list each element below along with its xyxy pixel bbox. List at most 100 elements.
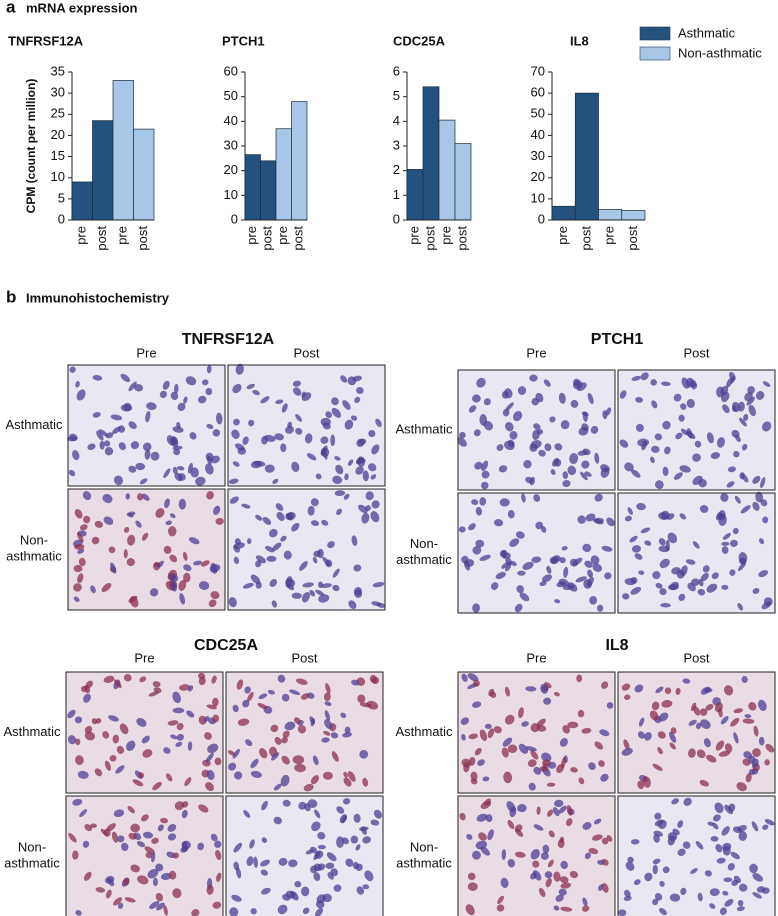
nucleus bbox=[696, 749, 706, 759]
nucleus bbox=[496, 444, 504, 452]
nucleus bbox=[500, 877, 509, 889]
nucleus bbox=[365, 491, 374, 501]
nucleus bbox=[116, 745, 125, 754]
nucleus bbox=[730, 851, 740, 860]
nucleus bbox=[504, 563, 512, 572]
nucleus bbox=[724, 898, 734, 907]
nucleus bbox=[318, 594, 330, 603]
nucleus bbox=[554, 599, 561, 604]
nucleus bbox=[324, 710, 331, 721]
nucleus bbox=[155, 863, 164, 872]
column-label: Post bbox=[293, 345, 319, 360]
nucleus bbox=[313, 872, 321, 882]
nucleus bbox=[525, 746, 537, 752]
nucleus bbox=[232, 383, 242, 394]
nucleus bbox=[600, 467, 610, 478]
nucleus bbox=[135, 462, 146, 471]
nucleus bbox=[108, 715, 119, 722]
nucleus bbox=[233, 842, 243, 853]
nucleus bbox=[261, 800, 268, 811]
nucleus bbox=[335, 464, 344, 475]
y-tick-label: 0 bbox=[58, 211, 65, 226]
column-label: Pre bbox=[526, 345, 546, 360]
nucleus bbox=[141, 735, 150, 744]
nucleus bbox=[79, 524, 88, 531]
nucleus bbox=[75, 738, 81, 746]
nucleus bbox=[495, 571, 506, 580]
bar bbox=[574, 92, 599, 221]
nucleus bbox=[207, 743, 219, 754]
nucleus bbox=[345, 858, 354, 867]
nucleus bbox=[654, 893, 663, 901]
x-tick-label: pre bbox=[115, 226, 130, 245]
nucleus bbox=[752, 475, 761, 484]
nucleus bbox=[503, 552, 511, 559]
nucleus bbox=[281, 693, 290, 702]
nucleus bbox=[185, 376, 197, 386]
nucleus bbox=[509, 538, 520, 547]
nucleus bbox=[533, 494, 541, 502]
nucleus bbox=[475, 539, 485, 548]
nucleus bbox=[733, 732, 739, 744]
nucleus bbox=[139, 676, 147, 683]
nucleus bbox=[253, 460, 266, 467]
nucleus bbox=[592, 834, 603, 841]
nucleus bbox=[712, 814, 721, 822]
nucleus bbox=[315, 900, 325, 909]
nucleus bbox=[298, 801, 307, 810]
nucleus bbox=[758, 699, 767, 711]
nucleus bbox=[694, 440, 702, 448]
nucleus bbox=[167, 720, 179, 726]
nucleus bbox=[128, 595, 138, 603]
nucleus bbox=[113, 475, 123, 486]
nucleus bbox=[210, 591, 220, 600]
block-title: CDC25A bbox=[194, 637, 258, 654]
nucleus bbox=[618, 909, 627, 916]
nucleus bbox=[124, 897, 136, 903]
nucleus bbox=[588, 762, 596, 770]
nucleus bbox=[163, 905, 168, 916]
nucleus bbox=[606, 702, 614, 709]
nucleus bbox=[741, 675, 748, 683]
nucleus bbox=[187, 685, 194, 692]
nucleus bbox=[468, 405, 477, 413]
nucleus bbox=[153, 877, 158, 887]
nucleus bbox=[572, 380, 583, 390]
nucleus bbox=[98, 429, 108, 437]
nucleus bbox=[688, 748, 696, 758]
nucleus bbox=[578, 426, 589, 436]
x-tick-label: post bbox=[454, 226, 469, 251]
nucleus bbox=[370, 819, 380, 826]
nucleus bbox=[344, 726, 351, 734]
nucleus bbox=[302, 907, 310, 915]
nucleus bbox=[680, 403, 687, 410]
nucleus bbox=[594, 493, 603, 502]
nucleus bbox=[212, 697, 219, 707]
x-tick-label: pre bbox=[555, 226, 570, 245]
nucleus bbox=[759, 538, 765, 545]
nucleus bbox=[756, 886, 766, 893]
nucleus bbox=[752, 892, 762, 899]
nucleus bbox=[584, 471, 592, 477]
nucleus bbox=[324, 719, 333, 730]
nucleus bbox=[172, 852, 179, 859]
nucleus bbox=[727, 863, 735, 871]
nucleus bbox=[331, 407, 342, 418]
nucleus bbox=[686, 398, 695, 408]
nucleus bbox=[204, 732, 212, 740]
nucleus bbox=[485, 814, 493, 823]
micrograph-frame bbox=[617, 795, 776, 916]
nucleus bbox=[760, 477, 766, 489]
nucleus bbox=[260, 869, 268, 876]
nucleus bbox=[499, 498, 510, 507]
nucleus bbox=[479, 497, 487, 506]
nucleus bbox=[165, 773, 173, 782]
nucleus bbox=[748, 404, 756, 417]
nucleus bbox=[484, 723, 492, 730]
nucleus bbox=[529, 374, 538, 382]
nucleus bbox=[457, 437, 467, 447]
nucleus bbox=[91, 536, 100, 545]
nucleus bbox=[619, 439, 629, 448]
nucleus bbox=[259, 748, 268, 759]
nucleus bbox=[652, 898, 659, 906]
